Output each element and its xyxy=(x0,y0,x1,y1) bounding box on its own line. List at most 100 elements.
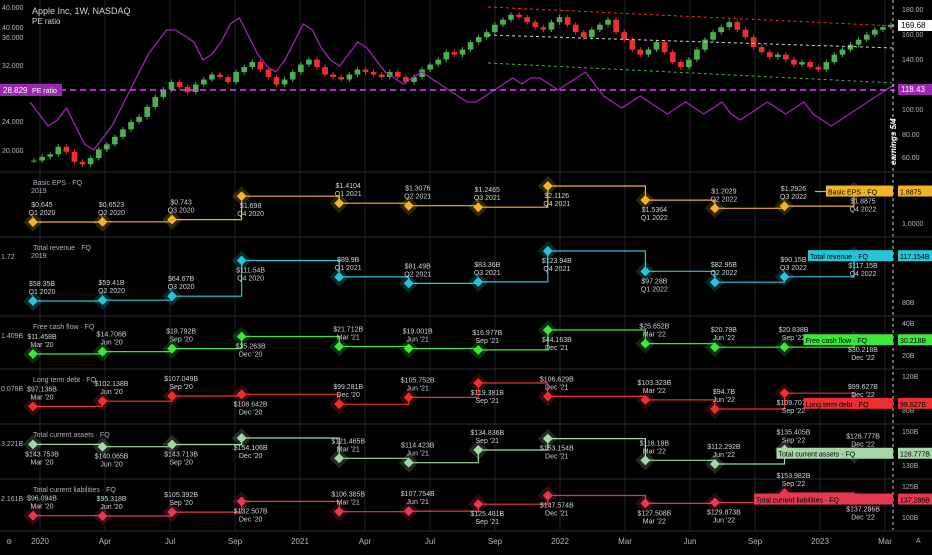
point-period: Q4 2022 xyxy=(850,271,877,278)
point-value: $1.2926 xyxy=(781,186,806,193)
point-period: Q1 2021 xyxy=(335,265,362,272)
point-value: $95.318B xyxy=(97,496,127,503)
candle-body xyxy=(758,47,765,53)
point-value: $97.28B xyxy=(641,278,667,285)
candle-body xyxy=(799,62,805,65)
point-value: $117.15B xyxy=(848,263,878,270)
right-axis-tick: 60.00 xyxy=(902,155,920,162)
panel-point xyxy=(167,214,178,225)
x-axis-label: 2023 xyxy=(811,537,829,546)
candle-body xyxy=(653,42,660,50)
candle-body xyxy=(669,52,676,63)
panel-tag xyxy=(776,447,893,459)
panel-point xyxy=(709,277,720,288)
panel-point xyxy=(167,391,178,401)
point-value: $99.281B xyxy=(333,384,363,391)
candle-body xyxy=(492,24,498,33)
point-period: Jun '20 xyxy=(100,389,122,396)
candle-body xyxy=(184,87,191,92)
point-period: Mar '22 xyxy=(643,448,666,455)
point-value: $16.977B xyxy=(472,330,502,337)
panel-point xyxy=(779,388,790,399)
candle-body xyxy=(39,156,45,161)
candle-body xyxy=(330,74,336,78)
panel-point xyxy=(236,389,247,400)
candle-body xyxy=(605,19,611,25)
candle-body xyxy=(338,77,345,80)
pe-right-value: 118.43 xyxy=(901,85,925,94)
point-value: $64.67B xyxy=(168,276,194,283)
point-value: $1.3076 xyxy=(405,186,430,193)
candle-body xyxy=(677,62,684,68)
candle-body xyxy=(427,64,433,70)
panel-value: 128.777B xyxy=(900,452,930,459)
point-period: Sep '20 xyxy=(169,500,193,507)
point-value: $134.836B xyxy=(470,430,504,437)
candle-body xyxy=(209,74,215,80)
panel-axis-tick: 150B xyxy=(902,429,919,436)
candle-body xyxy=(564,17,571,25)
panel-point xyxy=(403,457,414,468)
trendline-middle xyxy=(487,34,896,49)
panel-point xyxy=(542,490,553,501)
candle-body xyxy=(774,54,781,58)
panel-point xyxy=(236,496,247,507)
candle-body xyxy=(532,22,539,28)
point-value: $102.138B xyxy=(95,381,129,388)
candle-body xyxy=(613,19,619,33)
point-value: $114.423B xyxy=(401,443,435,450)
point-period: Jun '21 xyxy=(407,336,429,343)
point-value: $0.743 xyxy=(170,200,192,207)
panel-point xyxy=(403,278,414,289)
candle-body xyxy=(871,29,878,35)
right-axis-tick: 140.00 xyxy=(902,57,924,64)
panel-point xyxy=(709,459,720,469)
point-period: Q2 2021 xyxy=(404,194,431,201)
point-value: $11.458B xyxy=(27,334,57,341)
candle-body xyxy=(289,72,296,80)
candle-body xyxy=(79,161,86,165)
panel-point xyxy=(334,341,345,352)
candle-body xyxy=(257,62,264,70)
candle-body xyxy=(273,77,280,85)
settings-icon[interactable]: ⚙ xyxy=(6,539,13,546)
point-period: Sep '20 xyxy=(169,459,193,466)
point-period: Q2 2021 xyxy=(404,271,431,278)
candle-body xyxy=(55,146,62,155)
candle-body xyxy=(815,67,822,70)
candle-body xyxy=(297,64,304,73)
left-axis-tick: 32.000 xyxy=(2,63,24,70)
candle-body xyxy=(314,59,320,68)
point-period: Mar '21 xyxy=(337,500,360,507)
point-period: Jun '22 xyxy=(713,517,735,524)
point-period: Dec '21 xyxy=(545,345,569,352)
candle-body xyxy=(419,69,425,78)
point-period: Mar '22 xyxy=(643,388,666,395)
point-period: Q3 2020 xyxy=(168,284,195,291)
point-period: Sep '22 xyxy=(782,408,806,415)
point-period: Sep '20 xyxy=(169,337,193,344)
point-value: $129.873B xyxy=(707,509,741,516)
candle-body xyxy=(589,29,595,38)
candle-body xyxy=(95,149,102,159)
panel-axis-tick: 80B xyxy=(902,300,915,307)
candle-body xyxy=(661,42,668,53)
point-period: Jun '22 xyxy=(713,452,735,459)
point-value: $0.645 xyxy=(31,202,53,209)
candle-body xyxy=(281,79,288,85)
point-period: Sep '22 xyxy=(782,438,806,445)
point-period: Dec '22 xyxy=(851,392,875,399)
point-value: $99.627B xyxy=(848,384,878,391)
right-axis-tick: 180.00 xyxy=(902,7,924,14)
x-axis-label: 2022 xyxy=(551,537,569,546)
candle-body xyxy=(144,106,151,117)
point-period: Jun '20 xyxy=(100,504,122,511)
point-value: $107.754B xyxy=(401,491,435,498)
auto-scale-button[interactable]: A xyxy=(916,538,921,545)
point-period: Mar '20 xyxy=(30,342,53,349)
candle-body xyxy=(354,69,361,75)
point-value: $132.507B xyxy=(234,508,268,515)
panel-point xyxy=(167,439,178,450)
